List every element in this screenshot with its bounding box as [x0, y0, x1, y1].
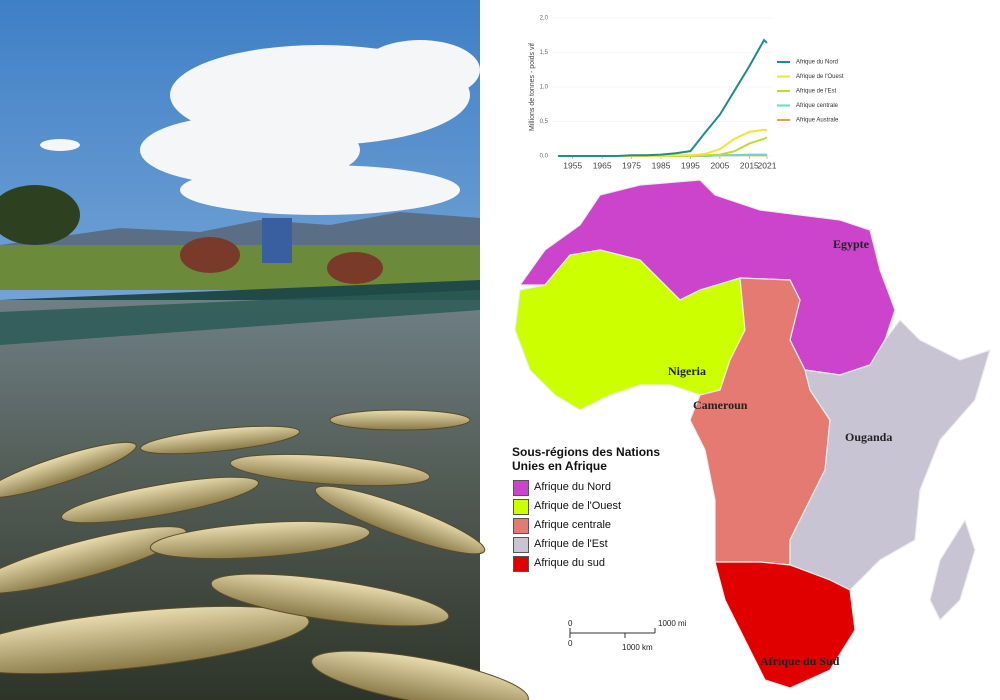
series-line — [558, 38, 768, 157]
legend-swatch — [513, 518, 529, 534]
photo — [0, 0, 529, 700]
x-tick-label: 1985 — [652, 160, 671, 170]
legend-label: Afrique du Nord — [796, 60, 838, 66]
x-tick-label: 2015 — [740, 160, 759, 170]
region-label: Nigeria — [668, 364, 706, 378]
scale-label: 0 — [568, 639, 573, 648]
y-tick-label: 1,5 — [540, 50, 549, 56]
line-chart: 0,0 0,5 1,0 1,5 2,0 1955 1965 1975 1985 1995 2005 2… — [529, 16, 844, 171]
legend-swatch — [513, 499, 529, 515]
legend-swatch — [513, 537, 529, 553]
madagascar — [929, 518, 976, 622]
series-line — [558, 128, 768, 157]
y-tick-label: 0,0 — [540, 154, 549, 160]
region-east — [789, 319, 991, 591]
x-tick-label: 2021 — [758, 160, 777, 170]
y-tick-label: 1,0 — [540, 85, 549, 91]
x-tick-label: 1975 — [622, 160, 641, 170]
y-tick-label: 2,0 — [540, 16, 549, 22]
legend-label: Afrique du sud — [534, 557, 605, 569]
x-tick-label: 1955 — [563, 160, 582, 170]
legend-label: Afrique centrale — [796, 103, 839, 109]
region-label: Ouganda — [845, 430, 892, 444]
legend-label: Afrique centrale — [534, 519, 612, 531]
legend-swatch — [513, 480, 529, 496]
x-tick-label: 1995 — [681, 160, 700, 170]
legend-label: Afrique Australe — [796, 118, 839, 124]
region-label: Cameroun — [693, 398, 748, 412]
region-label: Afrique du Sud — [760, 654, 840, 668]
scale-label: 0 — [568, 619, 573, 628]
legend-title: Sous-régions des Nations Unies en Afriqu… — [512, 445, 661, 473]
x-tick-label: 2005 — [710, 160, 729, 170]
region-label: Egypte — [833, 237, 870, 251]
region-south — [714, 561, 856, 689]
map-labels: Egypte Nigeria Cameroun Ouganda Afrique du S… — [568, 237, 892, 668]
legend-label: Afrique de l'Ouest — [796, 74, 844, 80]
scale-label: 1000 mi — [658, 619, 687, 628]
legend-label: Afrique de l'Ouest — [534, 500, 622, 512]
legend-label: Afrique de l'Est — [796, 89, 836, 95]
legend-label: Afrique de l'Est — [534, 538, 608, 550]
y-axis-label: Millions de tonnes - poids vif — [529, 43, 536, 131]
scale-label: 1000 km — [622, 643, 653, 652]
legend-label: Afrique du Nord — [534, 481, 612, 493]
legend-swatch — [513, 556, 529, 572]
y-tick-label: 0,5 — [540, 119, 549, 125]
x-tick-label: 1965 — [593, 160, 612, 170]
series-line — [558, 136, 768, 157]
map — [514, 179, 991, 689]
